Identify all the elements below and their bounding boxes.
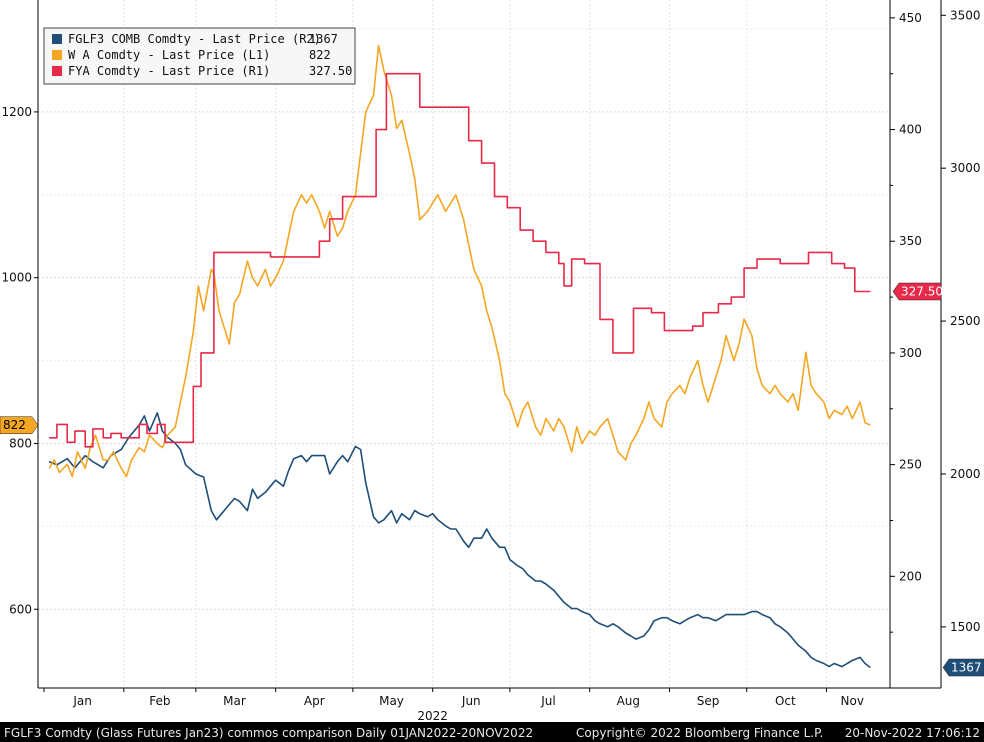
legend-entry-value-1: 822 [309, 48, 331, 62]
right1-tick-label-300: 300 [899, 346, 922, 360]
left-tick-label-1000: 1000 [1, 271, 32, 285]
legend-entry-value-2: 327.50 [309, 64, 352, 78]
x-tick-label-apr: Apr [304, 694, 325, 708]
x-tick-label-jul: Jul [540, 694, 555, 708]
right1-tick-label-400: 400 [899, 123, 922, 137]
right-axis-panel-2 [941, 0, 984, 688]
right1-tick-label-350: 350 [899, 234, 922, 248]
series-line-1 [48, 44, 871, 478]
left-tick-label-600: 600 [9, 602, 32, 616]
footer-right-text: 20-Nov-2022 17:06:12 [845, 726, 980, 740]
last-value-badges: 822 327.50 1367 [0, 282, 984, 677]
series-line-0 [48, 412, 871, 669]
plot-area-background [38, 0, 890, 688]
legend-entry-value-0: 1367 [309, 32, 338, 46]
left-last-value-badge-text: 822 [3, 418, 26, 432]
legend: FGLF3 COMB Comdty - Last Price (R2)1367 W… [43, 27, 356, 85]
right2-last-value-badge-shape [942, 658, 984, 677]
series-line-2 [49, 72, 871, 448]
right-axis-panel-1 [890, 0, 941, 688]
footer: FGLF3 Comdty (Glass Futures Jan23) commo… [4, 726, 980, 740]
x-tick-label-feb: Feb [149, 694, 170, 708]
legend-entry-label-1: W A Comdty - Last Price (L1) [68, 48, 270, 62]
x-tick-label-jun: Jun [461, 694, 481, 708]
right2-tick-label-3000: 3000 [950, 161, 981, 175]
legend-box [43, 27, 356, 85]
x-axis-panel [0, 688, 984, 722]
right2-tick-label-2500: 2500 [950, 314, 981, 328]
left-last-value-badge-shape [0, 416, 39, 434]
grid-lines [38, 0, 890, 688]
legend-swatch-2 [52, 66, 62, 76]
left-tick-label-800: 800 [9, 436, 32, 450]
legend-swatch-0 [52, 34, 62, 44]
right2-tick-label-1500: 1500 [950, 620, 981, 634]
x-tick-label-jan: Jan [72, 694, 92, 708]
x-year-label: 2022 [417, 709, 448, 723]
x-tick-label-nov: Nov [841, 694, 864, 708]
x-tick-label-aug: Aug [617, 694, 640, 708]
x-tick-label-mar: Mar [223, 694, 246, 708]
footer-left-text: FGLF3 Comdty (Glass Futures Jan23) commo… [4, 726, 533, 740]
legend-swatch-1 [52, 50, 62, 60]
legend-entry-label-0: FGLF3 COMB Comdty - Last Price (R2) [68, 32, 321, 46]
x-tick-label-oct: Oct [775, 694, 796, 708]
left-axis-panel [0, 0, 38, 688]
right1-last-value-badge-shape [892, 282, 942, 301]
right1-tick-label-450: 450 [899, 11, 922, 25]
legend-entry-label-2: FYA Comdty - Last Price (R1) [68, 64, 270, 78]
axes: 600 800 1000 1200 200 250 300 350 400 450 1500 2000… [1, 0, 981, 723]
footer-center-text: Copyright© 2022 Bloomberg Finance L.P. [576, 726, 823, 740]
right1-tick-label-200: 200 [899, 569, 922, 583]
x-tick-label-may: May [379, 694, 404, 708]
right1-last-value-badge-text: 327.50 [901, 285, 943, 299]
right2-last-value-badge-text: 1367 [951, 661, 982, 675]
right1-tick-label-250: 250 [899, 458, 922, 472]
right2-tick-label-3500: 3500 [950, 8, 981, 22]
left-tick-label-1200: 1200 [1, 105, 32, 119]
x-tick-label-sep: Sep [697, 694, 720, 708]
right2-tick-label-2000: 2000 [950, 467, 981, 481]
series-lines [48, 44, 871, 669]
